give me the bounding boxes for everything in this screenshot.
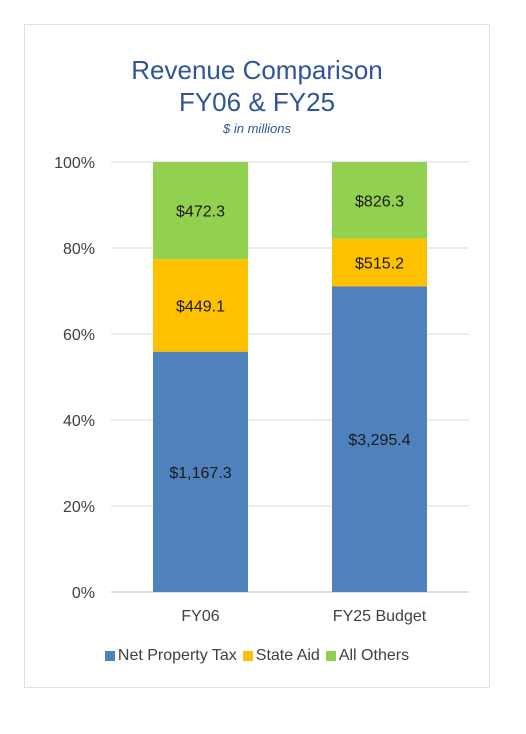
bar-segment [153, 162, 248, 260]
legend-item-all-others: All Others [325, 647, 410, 665]
data-label: $1,167.3 [169, 465, 231, 482]
y-tick-label: 20% [63, 499, 95, 516]
legend-label-state-aid: State Aid [255, 647, 320, 664]
bar-segment [153, 351, 248, 592]
legend-swatch-net-property-tax [104, 651, 115, 661]
x-tick-label: FY25 Budget [333, 608, 427, 625]
chart-title-line2: FY06 & FY25 [178, 87, 336, 117]
chart-frame: Revenue Comparison FY06 & FY25 $ in mill… [24, 24, 490, 688]
legend: Net Property Tax State Aid All Others [25, 647, 489, 665]
legend-swatch-state-aid [242, 651, 253, 661]
bar-segment [332, 238, 427, 287]
bar-segment [332, 162, 427, 239]
chart-subtitle: $ in millions [223, 121, 291, 136]
y-tick-label: 40% [63, 413, 95, 430]
plot-area: 0% 20% 40% 60% 80% 100% $1,167.3 $449.1 $472.3 FY… [54, 155, 469, 625]
bar-segment [332, 286, 427, 592]
legend-label-all-others: All Others [338, 647, 410, 664]
legend-item-net-property-tax: Net Property Tax [104, 647, 237, 665]
bar-segment [153, 259, 248, 352]
legend-item-state-aid: State Aid [242, 647, 320, 665]
data-label: $449.1 [176, 298, 225, 315]
x-tick-label: FY06 [181, 608, 219, 625]
chart-title: Revenue Comparison [131, 55, 383, 85]
y-tick-label: 80% [63, 241, 95, 258]
y-tick-label: 60% [63, 327, 95, 344]
y-tick-label: 100% [54, 155, 95, 172]
data-label: $826.3 [355, 193, 404, 210]
legend-swatch-all-others [325, 651, 336, 661]
data-label: $3,295.4 [348, 432, 410, 449]
data-label: $472.3 [176, 204, 225, 221]
y-tick-label: 0% [72, 585, 95, 602]
legend-label-net-property-tax: Net Property Tax [117, 647, 237, 664]
data-label: $515.2 [355, 256, 404, 273]
